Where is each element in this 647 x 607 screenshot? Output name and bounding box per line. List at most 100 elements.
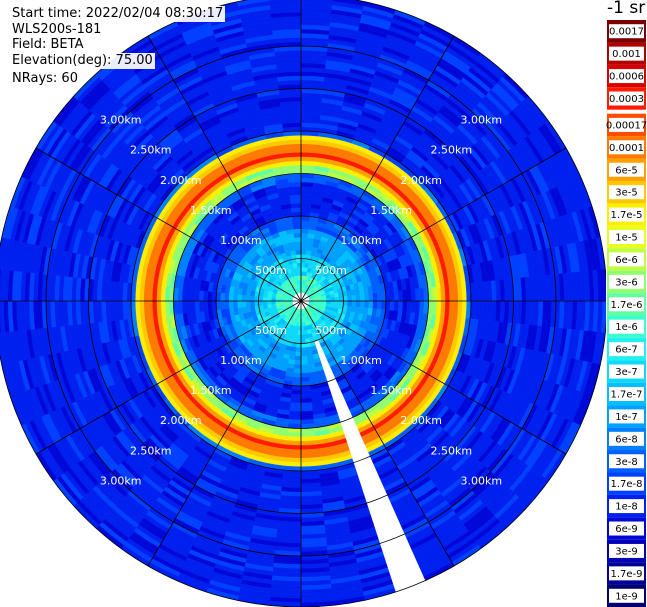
data-cell (300, 372, 310, 378)
data-cell (300, 228, 309, 234)
range-ring-label: 2.50km (430, 144, 472, 157)
colorbar-tick-label: 1.7e-8 (610, 479, 642, 490)
data-cell (397, 290, 404, 302)
data-cell (393, 290, 399, 302)
range-ring-label: 2.50km (430, 444, 472, 457)
colorbar-tick-label: 1.7e-5 (610, 210, 642, 221)
data-cell (300, 186, 314, 192)
colorbar-tick-label: 6e-5 (615, 165, 638, 176)
data-cell (338, 300, 344, 306)
data-cell (290, 393, 302, 399)
data-cell (294, 359, 302, 365)
data-cell (402, 300, 408, 313)
data-cell (402, 289, 408, 302)
range-ring-label: 3.00km (461, 474, 503, 487)
data-cell (245, 300, 251, 307)
data-cell (262, 304, 268, 310)
data-cell (287, 177, 302, 183)
data-cell (290, 203, 302, 209)
data-cell (291, 207, 302, 213)
data-cell (198, 290, 205, 302)
data-cell (190, 300, 196, 313)
data-cell (287, 419, 302, 425)
data-cell (300, 326, 305, 331)
data-cell (330, 297, 336, 302)
data-cell (300, 177, 315, 183)
data-cell (300, 414, 314, 421)
data-cell (266, 303, 273, 309)
data-cell (364, 293, 370, 302)
data-cell (326, 297, 331, 302)
data-cell (286, 164, 302, 171)
data-cell (296, 338, 302, 344)
data-cell (181, 288, 188, 302)
range-ring-label: 1.50km (370, 204, 412, 217)
data-cell (343, 300, 348, 307)
data-cell (288, 410, 302, 416)
data-cell (364, 300, 370, 309)
range-ring-label: 1.00km (220, 234, 262, 247)
data-cell (290, 198, 302, 205)
colorbar-units-label: -1 sr (607, 0, 646, 18)
data-cell (414, 300, 421, 314)
colorbar-tick-label: 0.0003 (609, 94, 644, 105)
colorbar-tick-label: 0.0006 (609, 72, 644, 83)
data-cell (303, 329, 309, 336)
data-cell (291, 389, 302, 395)
data-cell (300, 334, 306, 340)
data-cell (295, 343, 302, 348)
data-cell (300, 220, 310, 226)
data-cell (294, 237, 302, 243)
data-cell (228, 300, 234, 309)
data-cell (372, 292, 378, 302)
data-cell (294, 355, 302, 361)
data-cell (355, 294, 361, 302)
data-cell (431, 300, 438, 316)
data-cell (393, 300, 399, 312)
data-cell (241, 300, 247, 308)
data-cell (228, 293, 234, 302)
data-cell (293, 368, 302, 374)
instrument-label: WLS200s-181 (10, 22, 104, 38)
data-cell (359, 300, 365, 308)
colorbar-tick-label: 0.0017 (609, 27, 644, 38)
data-cell (338, 296, 344, 302)
data-cell (300, 207, 311, 213)
data-cell (296, 262, 302, 268)
data-cell (220, 292, 226, 302)
data-cell (207, 291, 213, 302)
range-ring-label: 500m (255, 264, 287, 277)
data-cell (296, 334, 302, 340)
data-cell (295, 254, 302, 259)
colorbar-tick-label: 0.001 (612, 49, 641, 60)
data-cell (334, 300, 340, 306)
data-cell (300, 232, 309, 238)
data-cell (297, 271, 302, 276)
data-cell (300, 393, 312, 399)
colorbar-tick-label: 3e-6 (615, 277, 638, 288)
data-cell (289, 402, 302, 408)
data-cell (258, 296, 264, 302)
colorbar-tick-label: 1e-8 (615, 502, 638, 513)
data-cell (300, 338, 306, 344)
data-cell (376, 300, 382, 310)
colorbar-tick-label: 1e-9 (615, 591, 638, 602)
data-cell (300, 254, 307, 259)
data-cell (295, 245, 302, 251)
colorbar-tick-label: 3e-7 (615, 367, 638, 378)
data-cell (300, 194, 313, 200)
reflectivity-sectors (0, 0, 606, 607)
range-ring-label: 1.50km (190, 204, 232, 217)
data-cell (293, 266, 299, 273)
data-cell (351, 300, 357, 307)
colorbar-tick-label: 3e-5 (615, 188, 638, 199)
data-cell (293, 228, 302, 234)
data-cell (300, 397, 312, 404)
range-ring-label: 500m (315, 324, 347, 337)
data-cell (286, 431, 302, 438)
data-cell (295, 249, 302, 255)
range-ring-label: 3.00km (100, 114, 142, 127)
data-cell (368, 293, 374, 302)
data-cell (300, 419, 315, 425)
data-cell (300, 376, 310, 382)
